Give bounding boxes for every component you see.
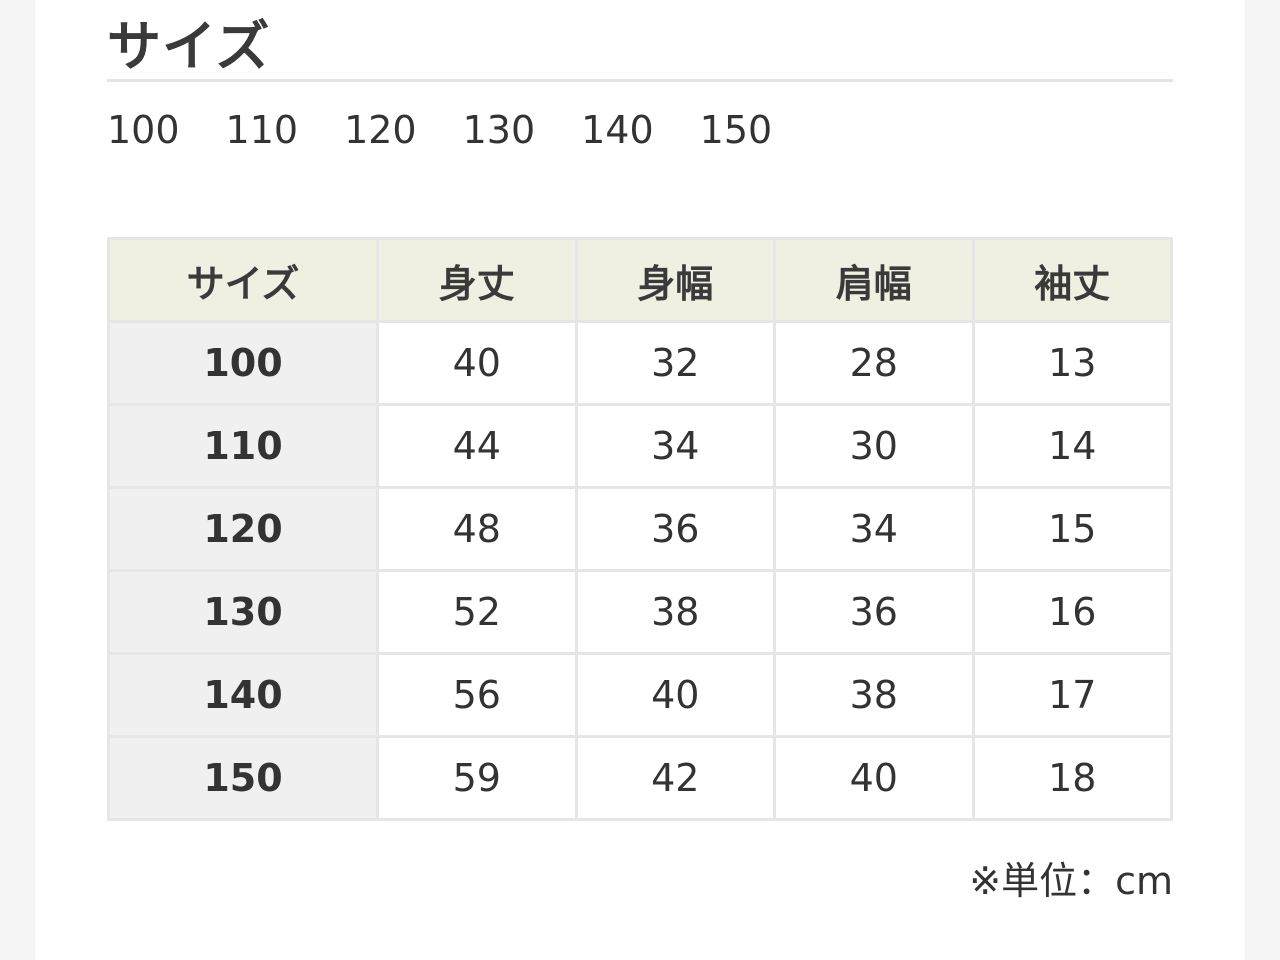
column-header: 袖丈 [971, 237, 1173, 323]
measurement-cell: 17 [971, 652, 1173, 738]
measurement-cell: 48 [376, 486, 578, 572]
size-cell: 110 [107, 403, 379, 489]
size-cell: 140 [107, 652, 379, 738]
size-option: 110 [225, 108, 299, 152]
table-row: 130 52 38 36 16 [107, 569, 1173, 655]
measurement-cell: 34 [773, 486, 975, 572]
size-option: 100 [107, 108, 180, 152]
table-row: 100 40 32 28 13 [107, 320, 1173, 406]
size-table: サイズ 身丈 身幅 肩幅 袖丈 100 40 32 28 13 110 44 34 30 14 120 48 3… [107, 237, 1173, 821]
size-option: 150 [699, 108, 773, 152]
unit-note: ※単位：cm [969, 859, 1173, 903]
measurement-cell: 38 [574, 569, 776, 655]
measurement-cell: 40 [574, 652, 776, 738]
size-option: 140 [581, 108, 654, 152]
column-header: サイズ [107, 237, 379, 323]
measurement-cell: 59 [376, 735, 578, 821]
measurement-cell: 40 [773, 735, 975, 821]
measurement-cell: 15 [971, 486, 1173, 572]
measurement-cell: 14 [971, 403, 1173, 489]
column-header: 身丈 [376, 237, 578, 323]
size-option: 130 [462, 108, 536, 152]
measurement-cell: 42 [574, 735, 776, 821]
size-list: 100 110 120 130 140 150 [107, 108, 772, 152]
column-header: 肩幅 [773, 237, 975, 323]
measurement-cell: 28 [773, 320, 975, 406]
section-title: サイズ [107, 15, 271, 78]
table-row: 120 48 36 34 15 [107, 486, 1173, 572]
measurement-cell: 38 [773, 652, 975, 738]
table-row: 110 44 34 30 14 [107, 403, 1173, 489]
divider [107, 79, 1173, 82]
measurement-cell: 30 [773, 403, 975, 489]
table-header-row: サイズ 身丈 身幅 肩幅 袖丈 [107, 237, 1173, 323]
table-row: 150 59 42 40 18 [107, 735, 1173, 821]
measurement-cell: 32 [574, 320, 776, 406]
measurement-cell: 36 [773, 569, 975, 655]
size-cell: 120 [107, 486, 379, 572]
measurement-cell: 44 [376, 403, 578, 489]
measurement-cell: 18 [971, 735, 1173, 821]
size-cell: 100 [107, 320, 379, 406]
measurement-cell: 52 [376, 569, 578, 655]
table-row: 140 56 40 38 17 [107, 652, 1173, 738]
measurement-cell: 56 [376, 652, 578, 738]
measurement-cell: 40 [376, 320, 578, 406]
size-option: 120 [344, 108, 417, 152]
size-cell: 130 [107, 569, 379, 655]
measurement-cell: 36 [574, 486, 776, 572]
measurement-cell: 13 [971, 320, 1173, 406]
size-cell: 150 [107, 735, 379, 821]
measurement-cell: 16 [971, 569, 1173, 655]
column-header: 身幅 [574, 237, 776, 323]
measurement-cell: 34 [574, 403, 776, 489]
